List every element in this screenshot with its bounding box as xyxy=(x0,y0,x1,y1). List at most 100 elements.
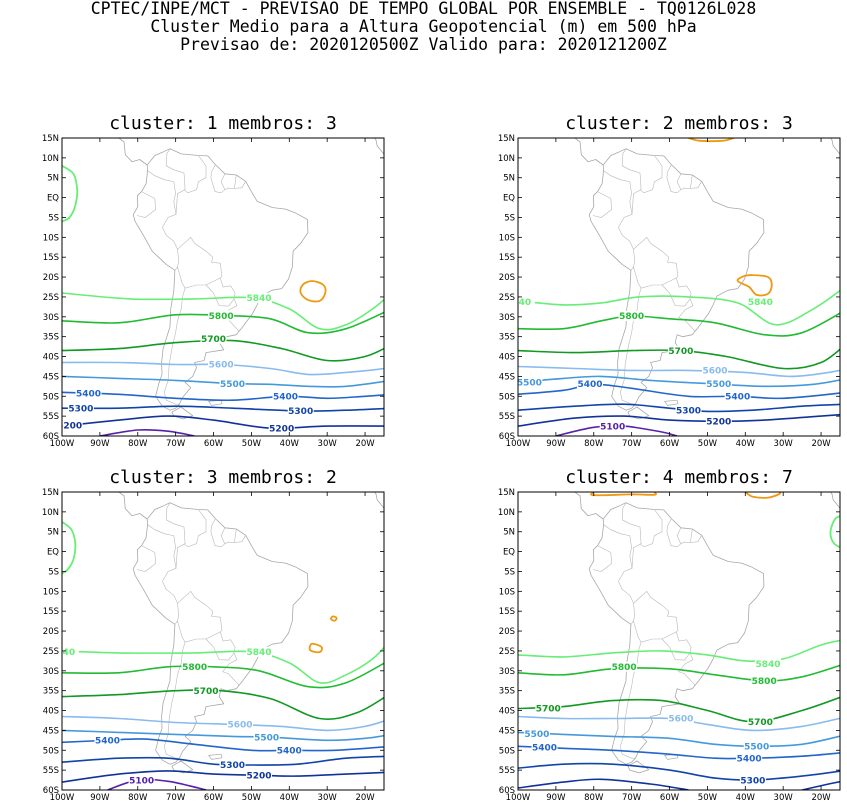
contour-label: 5200 xyxy=(269,424,294,434)
lat-tick-label: 40S xyxy=(499,353,515,363)
contour-label: 5700 xyxy=(536,705,561,715)
contour-line xyxy=(518,383,840,400)
contour-label: 5400 xyxy=(277,747,302,757)
lat-tick-label: 60S xyxy=(499,432,515,442)
coastline xyxy=(374,138,384,155)
contour-line xyxy=(518,289,840,326)
country-border xyxy=(210,518,246,548)
contour-label: 5840 xyxy=(246,294,271,304)
lat-tick-label: 15S xyxy=(499,607,515,617)
contour-line xyxy=(518,639,840,663)
coastline xyxy=(132,148,309,411)
contour-line xyxy=(518,745,840,760)
contour-line xyxy=(518,664,840,682)
contour-loop xyxy=(829,515,840,549)
coastline xyxy=(664,399,679,406)
contour-label: 5200 xyxy=(57,422,82,432)
contour-line xyxy=(99,428,195,436)
country-border xyxy=(603,524,633,582)
country-border xyxy=(666,518,702,548)
country-border xyxy=(136,545,156,572)
coastline xyxy=(132,502,309,765)
contour-label-bg xyxy=(535,703,562,714)
country-border xyxy=(163,267,186,405)
map-layer: 5840 840 5800 5700 5600 5500 5500 5400 5400 5300 5… xyxy=(518,138,840,436)
lat-tick-label: 30S xyxy=(43,313,59,323)
panel-4-title: cluster: 4 membros: 7 xyxy=(565,467,793,488)
lon-tick-label: 80W xyxy=(128,439,148,449)
contour-label: 5400 xyxy=(76,389,101,399)
contour-label: 5500 xyxy=(220,380,245,390)
contour-label: 5400 xyxy=(273,393,298,403)
panel-3-title: cluster: 3 membros: 2 xyxy=(109,467,337,488)
coastline xyxy=(615,473,638,482)
country-border xyxy=(690,174,693,189)
contour-label-bg xyxy=(736,753,763,764)
lat-tick-label: 15N xyxy=(498,488,515,498)
lon-tick-label: 80W xyxy=(584,793,604,803)
lat-tick-label: 20S xyxy=(43,627,59,637)
contour-label-bg xyxy=(523,728,550,739)
lon-tick-label: 20W xyxy=(811,439,831,449)
lon-tick-label: 90W xyxy=(546,793,566,803)
lat-tick-label: 45S xyxy=(43,372,59,382)
lat-tick-label: 25S xyxy=(499,293,515,303)
contour-label: 5800 xyxy=(619,312,644,322)
contour-label-bg xyxy=(272,391,299,402)
lon-tick-label: 30W xyxy=(318,439,338,449)
lon-tick-label: 50W xyxy=(242,439,262,449)
lon-tick-label: 40W xyxy=(280,793,300,803)
lat-tick-label: 15N xyxy=(498,134,515,144)
contour-label-bg xyxy=(246,646,272,657)
lat-tick-label: 35S xyxy=(499,333,515,343)
contour-line xyxy=(62,339,384,362)
contour-label: 5200 xyxy=(706,418,731,428)
lat-tick-label: EQ xyxy=(503,548,515,558)
contour-label-bg xyxy=(667,345,694,356)
contour-label-bg xyxy=(724,391,751,402)
lat-tick-label: 50S xyxy=(43,746,59,756)
lat-tick-label: 60S xyxy=(43,786,59,796)
contour-line xyxy=(62,729,384,742)
contour-line xyxy=(518,312,840,337)
contour-label: 5700 xyxy=(193,687,218,697)
contour-line xyxy=(518,696,840,723)
contour-line xyxy=(62,646,384,684)
lon-tick-label: 50W xyxy=(698,439,718,449)
contour-label-bg xyxy=(518,377,543,388)
contour-line xyxy=(62,361,384,376)
country-border xyxy=(220,173,226,190)
contour-label: 5600 xyxy=(209,361,234,371)
lat-tick-label: 5S xyxy=(48,213,59,223)
contour-label-bg xyxy=(181,661,208,672)
coastline xyxy=(573,138,604,166)
coastline xyxy=(573,492,604,520)
contour-label-bg xyxy=(287,406,314,416)
contour-label: 5500 xyxy=(744,743,769,753)
contour-label: 5700 xyxy=(201,335,226,345)
lat-tick-label: 35S xyxy=(43,333,59,343)
contour-line xyxy=(518,375,840,388)
lon-tick-label: 40W xyxy=(736,439,756,449)
country-border xyxy=(676,527,682,544)
lat-tick-label: 15N xyxy=(42,134,59,144)
contour-loop xyxy=(62,165,79,223)
contour-label: 5100 xyxy=(600,422,625,432)
lat-tick-label: 50S xyxy=(499,392,515,402)
contour-label-bg xyxy=(747,716,774,727)
country-border xyxy=(592,545,612,572)
contour-label-bg xyxy=(755,658,781,669)
country-border xyxy=(177,236,223,289)
country-border xyxy=(147,170,177,228)
lat-tick-label: 60S xyxy=(499,786,515,796)
high-contour xyxy=(736,274,773,297)
country-border xyxy=(621,502,642,569)
map-frame xyxy=(61,137,385,437)
contour-line xyxy=(801,780,840,790)
lat-tick-label: 10N xyxy=(42,508,59,518)
contour-label: 5600 xyxy=(668,715,693,725)
contour-label: 5600 xyxy=(702,367,727,377)
